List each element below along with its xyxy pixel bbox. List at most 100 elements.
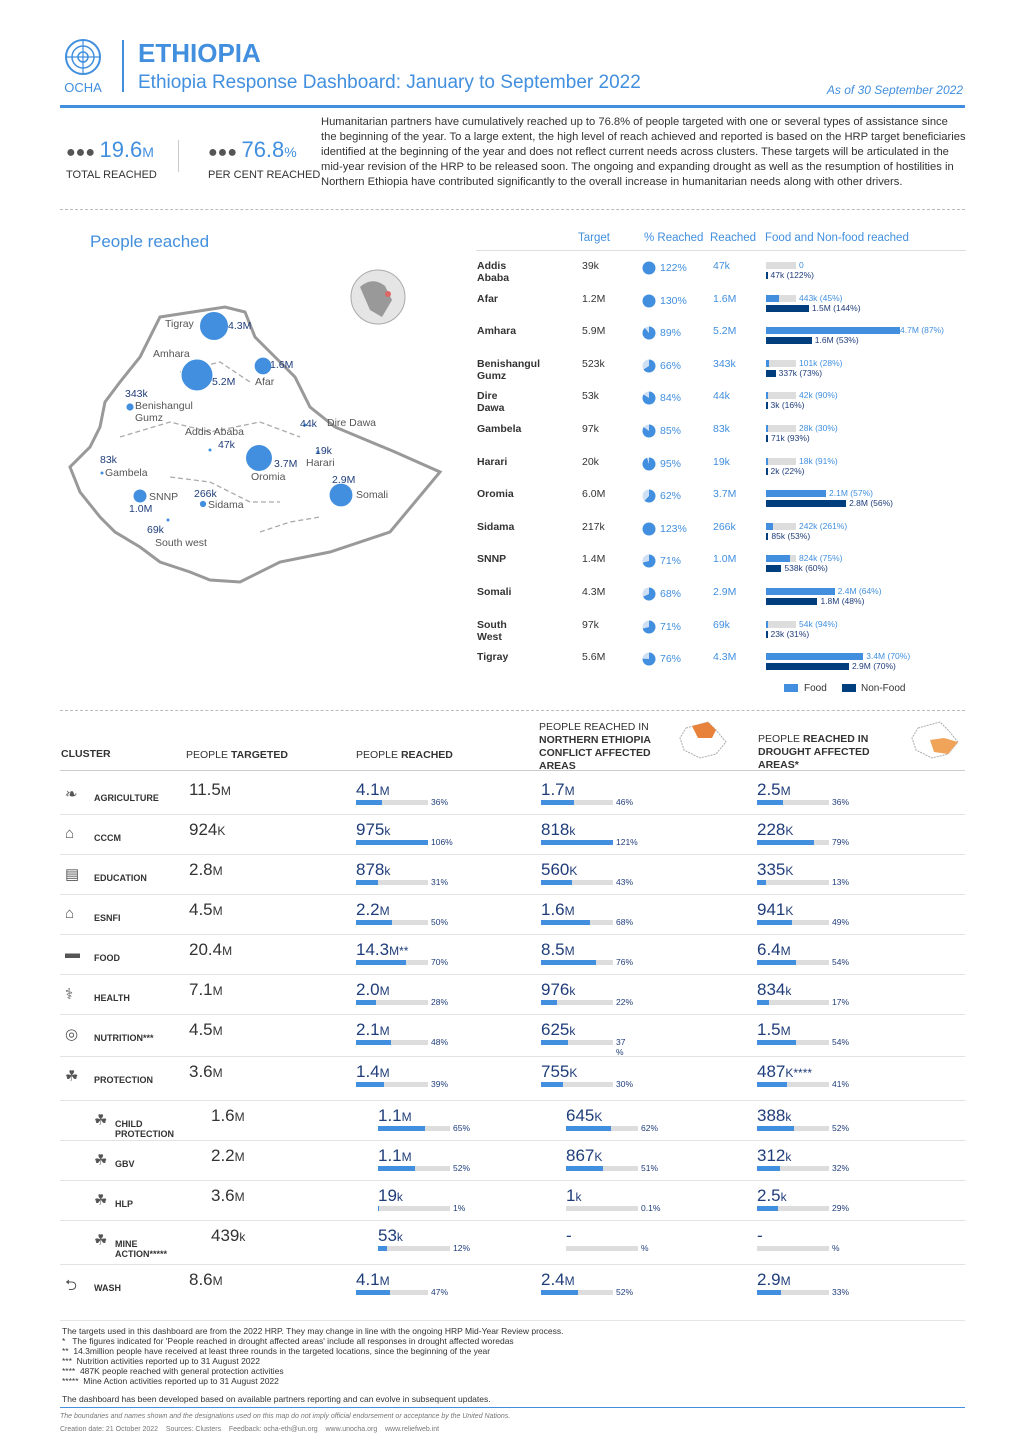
- food-label: 2.4M (64%): [837, 586, 882, 596]
- nutrition-icon: ◎: [65, 1026, 79, 1043]
- cluster-northern-pct: 37 %: [616, 1037, 626, 1057]
- cluster-reached: 19k: [378, 1186, 403, 1205]
- camp-icon: ⌂: [65, 825, 75, 842]
- cluster-drought-bar: [757, 920, 829, 925]
- people-icon: ●●●: [208, 144, 237, 161]
- footer-rule: [60, 1407, 965, 1408]
- drought-map-icon: [911, 721, 959, 759]
- cluster-header-rule: [60, 770, 965, 771]
- region-target: 4.3M: [582, 586, 606, 598]
- map-bubble-south-west: [165, 517, 171, 523]
- region-reached: 44k: [713, 390, 730, 403]
- cluster-drought: 941K: [757, 900, 794, 919]
- cluster-targeted: 924K: [189, 820, 226, 839]
- cluster-drought-fill: [757, 1040, 796, 1045]
- kpi-percent-label: PER CENT REACHED: [208, 169, 321, 181]
- map-label-amhara: Amhara: [153, 348, 190, 360]
- legend-food: Food: [804, 683, 827, 694]
- nonfood-bar: [766, 435, 769, 442]
- pct-pie: [642, 522, 656, 536]
- cluster-targeted: 20.4M: [189, 940, 233, 959]
- food-label: 242k (261%): [799, 520, 848, 531]
- nonfood-label: 2k (22%): [770, 465, 805, 476]
- nonfood-bar: [766, 272, 768, 279]
- cluster-drought-pct: 29%: [832, 1203, 850, 1213]
- cluster-northern-pct: 43%: [616, 877, 634, 887]
- nonfood-label: 1.5M (144%): [811, 302, 861, 313]
- food-bar: [766, 522, 773, 530]
- header-rule: [60, 105, 965, 108]
- footer-disclaimer: The boundaries and names shown and the d…: [60, 1413, 511, 1420]
- map-value-tigray: 4.3M: [228, 320, 252, 332]
- map-bubble-tigray: [198, 310, 230, 342]
- intro-text: Humanitarian partners have cumulatively …: [321, 116, 966, 188]
- footnote: The targets used in this dashboard are f…: [62, 1326, 564, 1336]
- region-name: Dire Dawa: [477, 390, 505, 415]
- cluster-drought-fill: [757, 1166, 781, 1171]
- cluster-reached: 14.3M**: [356, 940, 409, 959]
- region-pct: 71%: [660, 555, 682, 568]
- cluster-northern-pct: 46%: [616, 797, 634, 807]
- section-divider: [60, 710, 965, 711]
- cluster-reached-pct: 50%: [431, 917, 449, 927]
- nonfood-label: 1.6M (53%): [814, 335, 859, 346]
- cluster-northern-bar: [566, 1166, 638, 1171]
- map-bubble-oromia: [245, 444, 273, 472]
- food-bar-bg: [766, 359, 796, 367]
- cluster-drought-bar: [757, 1000, 829, 1005]
- cluster-drought: 2.5M: [757, 780, 791, 799]
- food-bar: [766, 653, 864, 661]
- food-label: 101k (28%): [799, 357, 843, 368]
- map-value-addis: 47k: [218, 439, 235, 451]
- row-divider: [60, 1056, 965, 1057]
- cluster-northern-bar: [541, 1290, 613, 1295]
- cluster-northern: 560K: [541, 860, 578, 879]
- cluster-northern-bar: [541, 840, 613, 845]
- cluster-drought-bar: [757, 880, 829, 885]
- cluster-reached-fill: [356, 1290, 390, 1295]
- nonfood-bar: [766, 402, 768, 410]
- cluster-drought: 335K: [757, 860, 794, 879]
- cluster-name: CHILD PROTECTION: [115, 1119, 175, 1139]
- cluster-drought-fill: [757, 1126, 795, 1131]
- cluster-drought: 388k: [757, 1106, 792, 1125]
- map-bubble-benishangul-gumz: [125, 402, 135, 412]
- cluster-northern: 976k: [541, 980, 576, 999]
- cluster-name: GBV: [115, 1159, 135, 1169]
- region-reached: 69k: [713, 618, 730, 631]
- cluster-reached-fill: [356, 920, 392, 925]
- cluster-reached-bar: [378, 1246, 450, 1251]
- nonfood-bar: [766, 500, 847, 508]
- cluster-name: WASH: [94, 1283, 121, 1293]
- cluster-reached-bar: [378, 1206, 450, 1211]
- cluster-drought-bar: [757, 1290, 829, 1295]
- cluster-drought-bar: [757, 1126, 829, 1131]
- legend-nonfood-swatch: [842, 684, 856, 692]
- cluster-northern: 8.5M: [541, 940, 575, 959]
- wheat-icon: ❧: [65, 786, 78, 803]
- cluster-northern: 2.4M: [541, 1270, 575, 1289]
- nonfood-bar: [766, 532, 769, 540]
- region-pct: 84%: [660, 392, 682, 405]
- map-value-harari: 19k: [315, 445, 332, 457]
- row-divider: [60, 974, 965, 975]
- region-name: Benishangul Gumz: [477, 357, 541, 382]
- nonfood-bar: [766, 598, 818, 605]
- region-name: Afar: [477, 292, 499, 305]
- col-northern: PEOPLE REACHED IN NORTHERN ETHIOPIA CONF…: [539, 721, 651, 772]
- map-label-south-west: South west: [155, 537, 207, 549]
- cluster-reached-pct: 28%: [431, 997, 449, 1007]
- country-title: ETHIOPIA: [138, 38, 261, 68]
- header-divider: [122, 40, 124, 92]
- row-divider: [60, 1140, 965, 1141]
- cluster-drought-pct: 54%: [832, 1037, 850, 1047]
- cluster-targeted: 8.6M: [189, 1270, 223, 1289]
- cluster-northern-bar: [541, 1082, 613, 1087]
- cluster-northern-bar: [541, 1000, 613, 1005]
- region-reached: 343k: [713, 357, 736, 370]
- un-emblem-icon: OCHA: [64, 39, 102, 95]
- cluster-northern-pct: 76%: [616, 957, 634, 967]
- cluster-name: ESNFI: [94, 913, 121, 923]
- nonfood-bar: [766, 304, 809, 312]
- region-name: Somali: [477, 586, 512, 598]
